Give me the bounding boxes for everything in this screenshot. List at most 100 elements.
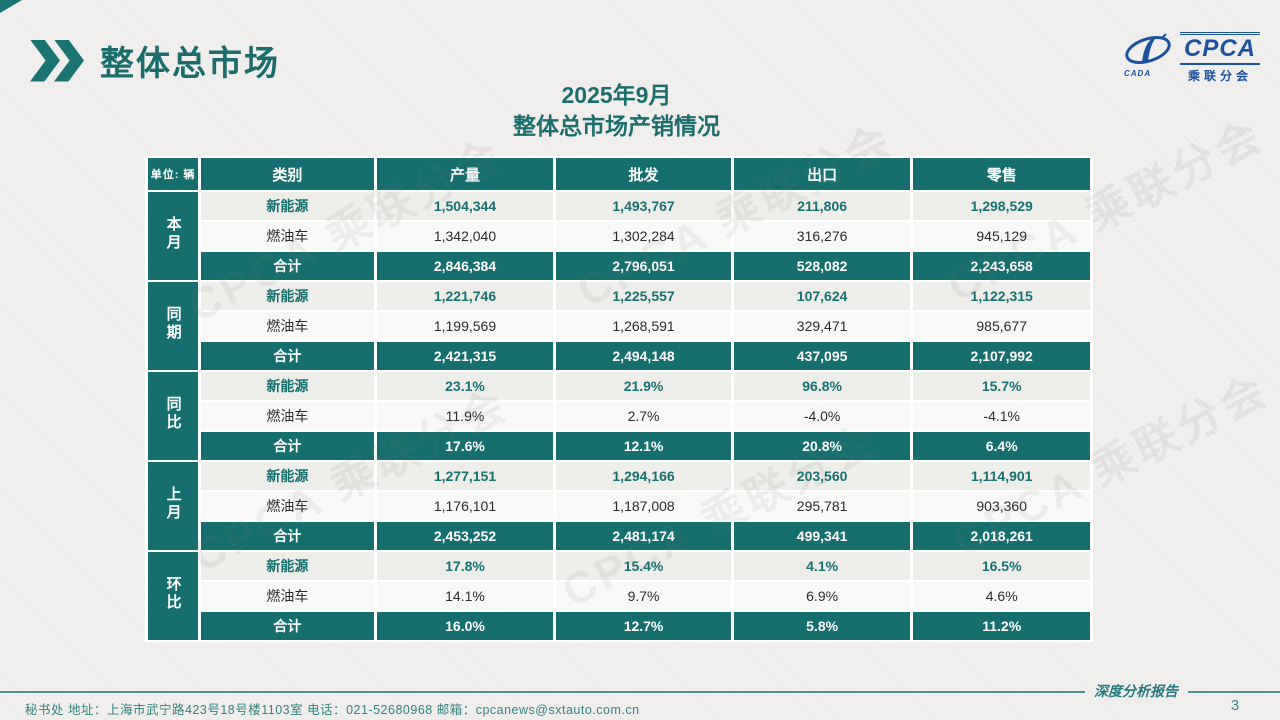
table-row: 同期 新能源 1,221,746 1,225,557 107,624 1,122… xyxy=(148,282,1090,370)
section-last-month: 上月 新能源 1,277,151 1,294,166 203,560 1,114… xyxy=(148,462,1090,550)
value-cell: 528,082 xyxy=(733,252,911,280)
cpca-logo: CADA CPCA 乘联分会 xyxy=(1122,32,1260,84)
value-cell: 1,199,569 xyxy=(376,312,554,340)
value-cell: 203,560 xyxy=(733,462,911,490)
table-row: 本月 新能源 1,504,344 1,493,767 211,806 1,298… xyxy=(148,192,1090,280)
value-cell: 1,221,746 xyxy=(376,282,554,310)
section-mom: 环比 新能源 17.8% 15.4% 4.1% 16.5% 燃油车 14.1% … xyxy=(148,552,1090,640)
value-cell: 211,806 xyxy=(733,192,911,220)
value-cell: 329,471 xyxy=(733,312,911,340)
value-cell: 1,114,901 xyxy=(913,462,1090,490)
value-cell: 2,494,148 xyxy=(556,342,731,370)
unit-label: 单位: 辆 xyxy=(148,158,199,190)
value-cell: 12.7% xyxy=(556,612,731,640)
value-cell: 2,453,252 xyxy=(376,522,554,550)
category-cell: 新能源 xyxy=(201,462,374,490)
value-cell: 23.1% xyxy=(376,372,554,400)
value-cell: 17.6% xyxy=(376,432,554,460)
category-cell: 合计 xyxy=(201,612,374,640)
category-cell: 燃油车 xyxy=(201,582,374,610)
value-cell: 1,268,591 xyxy=(556,312,731,340)
market-table-wrap: 单位: 辆 类别 产量 批发 出口 零售 本月 新能源 1,504,344 1,… xyxy=(145,156,1093,642)
table-row: 燃油车 1,342,040 1,302,284 316,276 945,129 xyxy=(148,222,1090,250)
group-label-last-month: 上月 xyxy=(148,462,199,550)
value-cell: 2,243,658 xyxy=(913,252,1090,280)
value-cell: 2.7% xyxy=(556,402,731,430)
footer-report-label: 深度分析报告 xyxy=(1094,685,1178,700)
value-cell: -4.0% xyxy=(733,402,911,430)
table-header-row: 单位: 辆 类别 产量 批发 出口 零售 xyxy=(148,158,1090,190)
group-label-text: 本月 xyxy=(164,216,182,252)
group-label-yoy: 同比 xyxy=(148,372,199,460)
table-row: 上月 新能源 1,277,151 1,294,166 203,560 1,114… xyxy=(148,462,1090,550)
group-label-current-month: 本月 xyxy=(148,192,199,280)
category-cell: 合计 xyxy=(201,252,374,280)
value-cell: 16.5% xyxy=(913,552,1090,580)
category-cell: 新能源 xyxy=(201,192,374,220)
value-cell: 16.0% xyxy=(376,612,554,640)
group-label-text: 环比 xyxy=(164,576,182,612)
value-cell: 15.7% xyxy=(913,372,1090,400)
col-header-production: 产量 xyxy=(376,158,554,190)
value-cell: 1,176,101 xyxy=(376,492,554,520)
value-cell: 945,129 xyxy=(913,222,1090,250)
value-cell: 5.8% xyxy=(733,612,911,640)
group-label-text: 同期 xyxy=(164,306,182,342)
value-cell: 20.8% xyxy=(733,432,911,460)
value-cell: 1,187,008 xyxy=(556,492,731,520)
value-cell: 21.9% xyxy=(556,372,731,400)
value-cell: 12.1% xyxy=(556,432,731,460)
category-cell: 合计 xyxy=(201,522,374,550)
table-row-total: 合计 16.0% 12.7% 5.8% 11.2% xyxy=(148,612,1090,640)
value-cell: 2,846,384 xyxy=(376,252,554,280)
value-cell: 1,302,284 xyxy=(556,222,731,250)
value-cell: 2,421,315 xyxy=(376,342,554,370)
value-cell: 15.4% xyxy=(556,552,731,580)
category-cell: 燃油车 xyxy=(201,222,374,250)
cpca-chinese-name: 乘联分会 xyxy=(1187,69,1252,83)
col-header-export: 出口 xyxy=(733,158,911,190)
value-cell: 1,277,151 xyxy=(376,462,554,490)
value-cell: 107,624 xyxy=(733,282,911,310)
value-cell: 6.4% xyxy=(913,432,1090,460)
value-cell: 11.9% xyxy=(376,402,554,430)
corner-accent-shape xyxy=(0,0,22,13)
double-chevron-icon xyxy=(30,39,84,82)
category-cell: 燃油车 xyxy=(201,402,374,430)
value-cell: 2,107,992 xyxy=(913,342,1090,370)
value-cell: 499,341 xyxy=(733,522,911,550)
col-header-retail: 零售 xyxy=(913,158,1090,190)
value-cell: 1,504,344 xyxy=(376,192,554,220)
category-cell: 新能源 xyxy=(201,282,374,310)
value-cell: 1,493,767 xyxy=(556,192,731,220)
category-cell: 燃油车 xyxy=(201,492,374,520)
value-cell: 1,122,315 xyxy=(913,282,1090,310)
section-current-month: 本月 新能源 1,504,344 1,493,767 211,806 1,298… xyxy=(148,192,1090,280)
value-cell: 437,095 xyxy=(733,342,911,370)
footer-contact-info: 秘书处 地址：上海市武宁路423号18号楼1103室 电话：021-526809… xyxy=(25,703,640,717)
value-cell: 1,342,040 xyxy=(376,222,554,250)
value-cell: 2,796,051 xyxy=(556,252,731,280)
value-cell: 1,298,529 xyxy=(913,192,1090,220)
value-cell: 903,360 xyxy=(913,492,1090,520)
slide-header: 整体总市场 xyxy=(30,36,280,85)
value-cell: 2,018,261 xyxy=(913,522,1090,550)
table-row: 环比 新能源 17.8% 15.4% 4.1% 16.5% xyxy=(148,552,1090,640)
category-cell: 新能源 xyxy=(201,372,374,400)
value-cell: 985,677 xyxy=(913,312,1090,340)
value-cell: 1,225,557 xyxy=(556,282,731,310)
value-cell: 4.1% xyxy=(733,552,911,580)
table-row: 燃油车 1,199,569 1,268,591 329,471 985,677 xyxy=(148,312,1090,340)
value-cell: 96.8% xyxy=(733,372,911,400)
table-row: 同比 新能源 23.1% 21.9% 96.8% 15.7% xyxy=(148,372,1090,460)
value-cell: 11.2% xyxy=(913,612,1090,640)
table-row-total: 合计 2,453,252 2,481,174 499,341 2,018,261 xyxy=(148,522,1090,550)
value-cell: 1,294,166 xyxy=(556,462,731,490)
value-cell: 295,781 xyxy=(733,492,911,520)
section-yoy: 同比 新能源 23.1% 21.9% 96.8% 15.7% 燃油车 11.9%… xyxy=(148,372,1090,460)
category-cell: 新能源 xyxy=(201,552,374,580)
table-title-date: 2025年9月 xyxy=(561,82,672,108)
section-same-period: 同期 新能源 1,221,746 1,225,557 107,624 1,122… xyxy=(148,282,1090,370)
group-label-mom: 环比 xyxy=(148,552,199,640)
